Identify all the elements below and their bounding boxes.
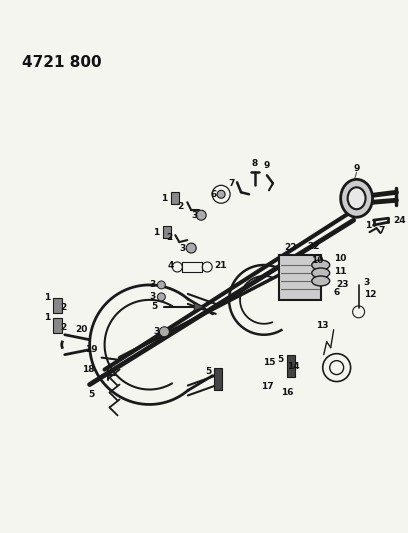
Text: 3: 3: [179, 244, 185, 253]
Text: 3: 3: [149, 293, 155, 301]
Text: 1: 1: [153, 228, 160, 237]
Circle shape: [157, 293, 165, 301]
Text: 23: 23: [337, 280, 349, 289]
Text: 2: 2: [177, 201, 183, 211]
Text: 4: 4: [168, 261, 174, 270]
Text: 19: 19: [85, 345, 98, 354]
Circle shape: [196, 210, 206, 220]
Text: 20: 20: [75, 325, 88, 334]
Circle shape: [157, 281, 165, 289]
Circle shape: [217, 190, 225, 198]
Bar: [214, 368, 222, 390]
Text: 5: 5: [89, 390, 95, 399]
Text: 11: 11: [334, 268, 346, 277]
Text: 22: 22: [284, 243, 296, 252]
Text: 4721 800: 4721 800: [22, 55, 102, 70]
Text: 24: 24: [393, 216, 406, 225]
Ellipse shape: [312, 268, 330, 278]
Text: 9: 9: [354, 164, 360, 173]
Text: 3: 3: [191, 211, 197, 220]
Text: 21: 21: [214, 261, 227, 270]
Text: 3: 3: [149, 280, 155, 289]
Ellipse shape: [348, 187, 366, 209]
Text: 10: 10: [311, 255, 323, 264]
Text: 15: 15: [263, 358, 275, 367]
Bar: [171, 192, 179, 204]
Text: 17: 17: [261, 382, 273, 391]
Bar: [53, 298, 62, 313]
Text: 3: 3: [364, 278, 370, 287]
Text: 1: 1: [161, 194, 167, 203]
Text: 5: 5: [205, 367, 211, 376]
Bar: [279, 255, 321, 300]
Text: 7: 7: [229, 179, 235, 188]
Text: 2: 2: [60, 303, 66, 312]
Text: 1: 1: [44, 313, 50, 322]
Text: 8: 8: [252, 159, 258, 168]
Text: 22: 22: [307, 241, 319, 251]
Text: 10: 10: [334, 254, 346, 263]
Text: 5: 5: [277, 355, 284, 364]
Text: 12: 12: [364, 290, 376, 300]
Text: 1: 1: [44, 293, 50, 302]
Bar: [182, 262, 202, 272]
Circle shape: [160, 327, 169, 337]
Text: 13: 13: [316, 321, 329, 330]
Text: 3: 3: [153, 327, 160, 336]
Text: 1: 1: [365, 221, 372, 230]
Ellipse shape: [341, 179, 373, 217]
Text: 18: 18: [82, 365, 95, 374]
Text: 7: 7: [379, 225, 385, 235]
Text: 16: 16: [281, 387, 293, 397]
Bar: [287, 354, 295, 377]
Bar: [53, 318, 62, 333]
Ellipse shape: [312, 260, 330, 270]
Text: 6: 6: [211, 190, 217, 199]
Polygon shape: [194, 303, 204, 311]
Text: 6: 6: [334, 288, 340, 297]
Text: 5: 5: [151, 302, 157, 311]
Text: 2: 2: [60, 323, 66, 332]
Circle shape: [186, 243, 196, 253]
Text: 14: 14: [287, 361, 299, 370]
Ellipse shape: [312, 276, 330, 286]
Text: 2: 2: [166, 232, 172, 241]
Bar: [163, 226, 171, 238]
Text: 9: 9: [264, 161, 270, 171]
